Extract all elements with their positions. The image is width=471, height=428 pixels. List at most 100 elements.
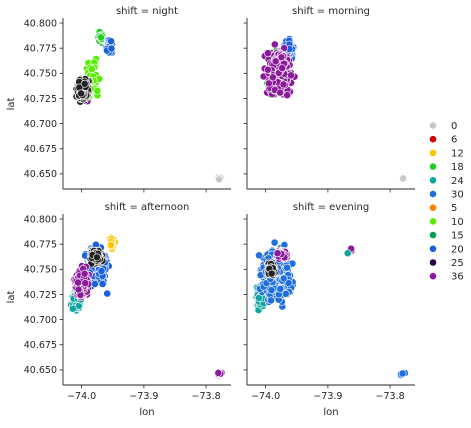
y-tick-label: 40.725 [24,290,57,301]
legend-item: 30 [429,190,463,201]
legend-item: 10 [429,217,463,228]
y-tick-label: 40.800 [24,18,57,29]
x-tick-label: −73.9 [129,391,158,402]
scatter-point [81,80,88,87]
y-tick-label: 40.700 [24,119,57,130]
scatter-point [99,280,106,287]
legend-label: 18 [451,162,464,173]
legend-marker [429,273,436,280]
legend-item: 5 [429,203,457,214]
y-axis-title-top: lat [6,98,17,111]
legend-marker [429,177,436,184]
panel-0: 40.650 40.675 40.700 40.725 40.750 40.775 40.8… [24,6,231,193]
legend-marker [429,204,436,211]
scatter-point [284,92,291,99]
legend-label: 5 [451,203,457,214]
y-tick-label: 40.775 [24,43,57,54]
scatter-point [69,305,76,312]
y-tick-label: 40.700 [24,315,57,326]
legend-label: 12 [451,148,464,159]
legend-label: 20 [451,244,464,255]
legend-marker [429,190,436,197]
legend-marker [429,136,436,143]
scatter-point [399,370,406,377]
legend-marker [429,218,436,225]
y-tick-label: 40.650 [24,169,57,180]
legend-item: 20 [429,244,463,255]
scatter-point [108,45,115,52]
legend-marker [429,122,436,129]
scatter-point [284,264,291,271]
scatter-point [271,239,278,246]
scatter-point [274,250,281,257]
scatter-point [344,250,351,257]
y-tick-label: 40.750 [24,69,57,80]
legend-label: 25 [451,258,464,269]
y-tick-label: 40.775 [24,239,57,250]
scatter-point [93,254,100,261]
scatter-point [400,175,407,182]
y-tick-label: 40.800 [24,214,57,225]
legend-label: 24 [451,176,464,187]
scatter-point [255,252,262,259]
legend-item: 36 [429,272,463,283]
scatter-point [268,287,275,294]
scatter-point [280,81,287,88]
scatter-point [287,72,294,79]
legend-item: 0 [429,121,457,132]
legend-marker [429,149,436,156]
points-0 [73,28,225,183]
points-3 [253,239,408,379]
panel-title: shift = evening [293,202,369,213]
scatter-point [75,286,82,293]
legend-item: 15 [429,231,463,242]
scatter-point [268,270,275,277]
points-2 [68,234,226,379]
legend-marker [429,232,436,239]
scatter-point [277,89,284,96]
legend: 0 6 12 18 24 30 5 10 15 20 25 36 [429,121,463,283]
scatter-point [264,50,271,57]
legend-label: 30 [451,190,464,201]
scatter-point [81,270,88,277]
x-tick-label: −73.8 [192,391,221,402]
legend-item: 6 [429,135,457,146]
panels-group: 40.650 40.675 40.700 40.725 40.750 40.775 40.8… [24,6,415,402]
scatter-point [271,41,278,48]
points-1 [260,35,407,182]
x-tick-label: −74.0 [67,391,96,402]
panel-title: shift = morning [292,6,370,17]
legend-item: 24 [429,176,463,187]
x-axis-title-right: lon [323,407,338,418]
y-axis-title-bottom: lat [6,291,17,304]
legend-label: 6 [451,135,457,146]
legend-label: 36 [451,272,464,283]
panel-1: shift = morning [244,6,416,193]
scatter-point [267,297,274,304]
legend-item: 12 [429,148,463,159]
x-axis-title-left: lon [139,407,154,418]
y-tick-label: 40.725 [24,94,57,105]
x-tick-label: −73.9 [313,391,342,402]
panel-2: 40.65040.67540.70040.72540.75040.77540.8… [24,202,231,402]
legend-label: 0 [451,121,457,132]
x-axis-titles: lon lon [139,407,338,418]
legend-marker [429,163,436,170]
scatter-point [78,90,85,97]
legend-item: 18 [429,162,463,173]
scatter-point [98,34,105,41]
scatter-point [279,65,286,72]
scatter-point [264,66,271,73]
scatter-point [277,285,284,292]
y-tick-label: 40.675 [24,340,57,351]
scatter-point [88,65,95,72]
legend-marker [429,259,436,266]
scatter-point [104,290,111,297]
legend-marker [429,245,436,252]
x-tick-label: −74.0 [251,391,280,402]
legend-item: 25 [429,258,463,269]
panel-3: −74.0 −73.9 −73.8 shift = evening [244,202,416,402]
y-tick-label: 40.650 [24,365,57,376]
legend-label: 10 [451,217,464,228]
